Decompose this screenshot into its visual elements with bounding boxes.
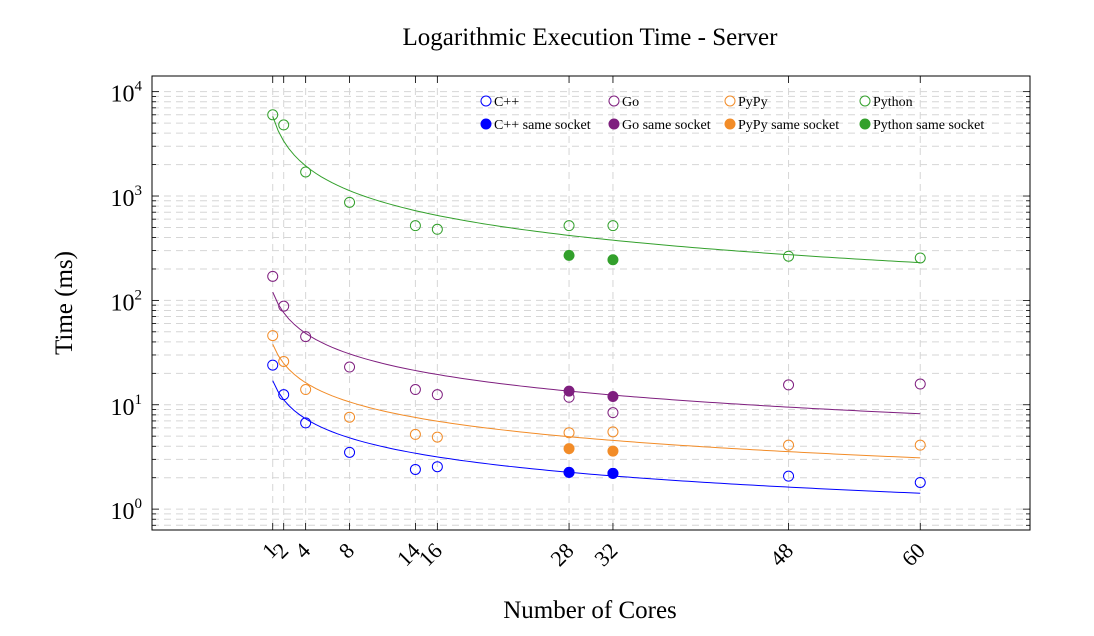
point-cpp [914,476,926,488]
legend-label-cpp-same-socket: C++ same socket [494,118,591,133]
point-go [278,300,290,312]
y-tick-label: 104 [111,79,143,108]
legend-marker-pypy [724,95,736,107]
x-tick-label: 28 [545,538,578,571]
point-python [300,166,312,178]
point-pypy [278,355,290,367]
x-tick-label: 8 [334,538,359,563]
point-python [607,220,619,232]
legend-marker-python [859,95,871,107]
point-go [409,384,421,396]
point-pypy [409,428,421,440]
y-tick-label: 103 [111,183,143,212]
point-python [409,220,421,232]
point-pypy-same-socket [563,443,575,455]
legend-marker-cpp [480,95,492,107]
point-python [914,252,926,264]
x-axis-label: Number of Cores [503,597,677,624]
point-go [914,378,926,390]
legend-marker-go [608,95,620,107]
fit-line-python [272,116,921,264]
point-go [267,270,279,282]
point-go [607,407,619,419]
point-cpp [344,446,356,458]
data-points [267,109,926,488]
point-pypy [300,384,312,396]
point-go-same-socket [607,390,619,402]
point-python [431,223,443,235]
point-cpp-same-socket [563,466,575,478]
x-tick-label: 4 [290,538,315,563]
point-pypy-same-socket [607,445,619,457]
point-cpp [267,359,279,371]
point-pypy [431,431,443,443]
point-python-same-socket [607,254,619,266]
point-python [783,250,795,262]
point-cpp-same-socket [607,467,619,479]
y-axis-ticks: 100 101 102 103 104 [111,79,1030,526]
legend-marker-cpp-same-socket [480,118,492,130]
y-tick-label: 100 [111,496,143,525]
legend-marker-pypy-same-socket [724,118,736,130]
point-cpp [278,389,290,401]
y-tick-label: 101 [111,392,143,421]
legend-label-pypy: PyPy [738,95,768,110]
point-go [344,361,356,373]
point-python [267,109,279,121]
legend-label-cpp: C++ [494,95,519,110]
point-pypy [344,411,356,423]
point-go-same-socket [563,385,575,397]
plot-frame [151,75,1031,531]
point-cpp [409,463,421,475]
x-tick-label: 16 [414,538,447,571]
legend: C++ Go PyPy Python C++ same socket Go same so… [480,95,984,133]
point-pypy [267,330,279,342]
point-go [783,379,795,391]
y-axis-label: Time (ms) [51,251,78,355]
legend-label-go-same-socket: Go same socket [622,118,711,133]
fit-line-cpp [272,380,921,494]
point-pypy [783,439,795,451]
y-tick-label: 102 [111,287,143,316]
point-pypy [607,426,619,438]
point-python [563,220,575,232]
legend-label-go: Go [622,95,639,110]
chart-title: Logarithmic Execution Time - Server [403,24,779,51]
fit-line-go [272,291,921,415]
point-cpp [431,461,443,473]
legend-label-python: Python [873,95,913,110]
point-python [344,196,356,208]
point-cpp [300,417,312,429]
legend-label-pypy-same-socket: PyPy same socket [738,118,839,133]
x-tick-label: 48 [765,538,798,571]
point-python-same-socket [563,249,575,261]
point-go [300,331,312,343]
point-pypy [914,439,926,451]
x-tick-label: 60 [897,538,930,571]
fit-line-pypy [272,344,921,459]
legend-marker-python-same-socket [859,118,871,130]
legend-marker-go-same-socket [608,118,620,130]
point-python [278,119,290,131]
point-cpp [783,470,795,482]
x-tick-label: 32 [589,538,622,571]
point-go [431,389,443,401]
point-pypy [563,427,575,439]
fit-lines [272,116,921,494]
legend-label-python-same-socket: Python same socket [873,118,984,133]
